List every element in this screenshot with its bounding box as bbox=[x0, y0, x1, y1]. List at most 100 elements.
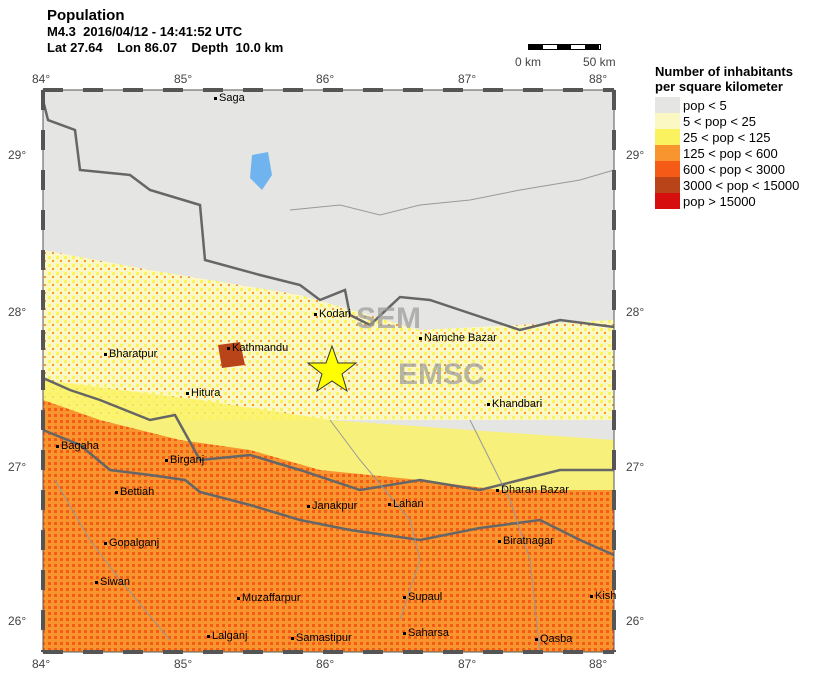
city-marker bbox=[207, 634, 210, 638]
city-label: Lalganj bbox=[207, 630, 247, 642]
legend-label: pop < 5 bbox=[683, 97, 727, 113]
city-label: Qasba bbox=[535, 633, 572, 645]
city-name: Dharan Bazar bbox=[501, 484, 569, 496]
city-label: Samastipur bbox=[291, 632, 352, 644]
city-marker bbox=[115, 490, 118, 494]
city-label: Gopalganj bbox=[104, 537, 159, 549]
lat-tick: 27° bbox=[8, 460, 27, 474]
location-info: Lat 27.64 Lon 86.07 Depth 10.0 km bbox=[47, 40, 284, 55]
legend-item: 5 < pop < 25 bbox=[655, 113, 756, 129]
city-marker bbox=[227, 346, 230, 350]
lat-tick: 26° bbox=[626, 614, 645, 628]
legend-label: 5 < pop < 25 bbox=[683, 113, 757, 129]
city-marker bbox=[496, 488, 499, 492]
city-label: Biratnagar bbox=[498, 535, 554, 547]
city-marker bbox=[535, 637, 538, 641]
city-marker bbox=[307, 504, 310, 508]
city-name: Qasba bbox=[540, 633, 573, 645]
lon-tick: 88° bbox=[589, 657, 608, 671]
city-name: Lalganj bbox=[212, 630, 248, 642]
city-label: Birganj bbox=[165, 454, 204, 466]
city-name: Lahan bbox=[393, 498, 424, 510]
city-label: Muzaffarpur bbox=[237, 592, 301, 604]
scale-right-label: 50 km bbox=[583, 55, 616, 69]
scale-left-label: 0 km bbox=[515, 55, 542, 69]
legend-title-line: per square kilometer bbox=[655, 79, 783, 94]
city-label: Saharsa bbox=[403, 627, 449, 639]
city-name: Gopalganj bbox=[109, 537, 160, 549]
city-name: Kish bbox=[595, 590, 617, 602]
city-marker bbox=[419, 336, 422, 340]
city-marker bbox=[291, 636, 294, 640]
legend-swatch bbox=[655, 145, 680, 161]
city-label: Khandbari bbox=[487, 398, 542, 410]
lon-tick: 88° bbox=[589, 72, 608, 86]
lon-tick: 86° bbox=[316, 72, 335, 86]
city-name: Bagaha bbox=[61, 440, 99, 452]
legend-label: 600 < pop < 3000 bbox=[683, 161, 785, 177]
city-marker bbox=[403, 595, 406, 599]
city-label: Bettiah bbox=[115, 486, 154, 498]
city-label: Lahan bbox=[388, 498, 424, 510]
legend-item: 600 < pop < 3000 bbox=[655, 161, 785, 177]
city-name: Saharsa bbox=[408, 627, 449, 639]
legend-swatch bbox=[655, 193, 680, 209]
legend-label: 3000 < pop < 15000 bbox=[683, 177, 800, 193]
city-marker bbox=[388, 502, 391, 506]
legend-title: Number of inhabitants per square kilomete… bbox=[655, 64, 823, 94]
legend-item: pop < 5 bbox=[655, 97, 727, 113]
city-label: Supaul bbox=[403, 591, 442, 603]
legend-title-line: Number of inhabitants bbox=[655, 64, 793, 79]
legend-item: 125 < pop < 600 bbox=[655, 145, 778, 161]
country-border bbox=[42, 376, 614, 492]
city-name: Samastipur bbox=[296, 632, 352, 644]
country-border bbox=[41, 99, 615, 332]
frame-ticks bbox=[41, 88, 616, 654]
city-name: Janakpur bbox=[312, 500, 358, 512]
city-name: Khandbari bbox=[492, 398, 543, 410]
lat-tick: 29° bbox=[626, 148, 645, 162]
lat-tick: 28° bbox=[8, 305, 27, 319]
region-low bbox=[43, 250, 614, 420]
legend-label: pop > 15000 bbox=[683, 193, 756, 209]
city-name: Kodari bbox=[319, 308, 351, 320]
city-name: Saga bbox=[219, 92, 245, 104]
city-marker bbox=[56, 444, 59, 448]
legend-swatch bbox=[655, 161, 680, 177]
lon-tick: 87° bbox=[458, 657, 477, 671]
city-label: Bharatpur bbox=[104, 348, 157, 360]
city-marker bbox=[403, 631, 406, 635]
city-marker bbox=[590, 594, 593, 598]
map-title: Population bbox=[47, 7, 125, 24]
river bbox=[54, 169, 615, 653]
city-name: Kathmandu bbox=[232, 342, 289, 354]
scale-bar bbox=[528, 44, 601, 50]
watermark: SEM bbox=[356, 302, 421, 335]
lon-tick: 84° bbox=[32, 72, 51, 86]
watermark: EMSC bbox=[398, 358, 485, 391]
lat-tick: 26° bbox=[8, 614, 27, 628]
city-marker bbox=[104, 541, 107, 545]
city-name: Bharatpur bbox=[109, 348, 158, 360]
city-label: Janakpur bbox=[307, 500, 357, 512]
city-name: Supaul bbox=[408, 591, 443, 603]
city-label: Namche Bazar bbox=[419, 332, 497, 344]
event-info: M4.3 2016/04/12 - 14:41:52 UTC bbox=[47, 24, 243, 39]
city-name: Birganj bbox=[170, 454, 205, 466]
city-label: Bagaha bbox=[56, 440, 99, 452]
legend-swatch bbox=[655, 177, 680, 193]
lat-tick: 28° bbox=[626, 305, 645, 319]
city-marker bbox=[498, 539, 501, 543]
lat-tick: 27° bbox=[626, 460, 645, 474]
legend-swatch bbox=[655, 113, 680, 129]
city-marker bbox=[104, 352, 107, 356]
lon-tick: 84° bbox=[32, 657, 51, 671]
city-name: Biratnagar bbox=[503, 535, 554, 547]
city-label: Saga bbox=[214, 92, 245, 104]
lake bbox=[250, 152, 272, 190]
lon-tick: 85° bbox=[174, 657, 193, 671]
lon-tick: 85° bbox=[174, 72, 193, 86]
city-name: Siwan bbox=[100, 576, 130, 588]
